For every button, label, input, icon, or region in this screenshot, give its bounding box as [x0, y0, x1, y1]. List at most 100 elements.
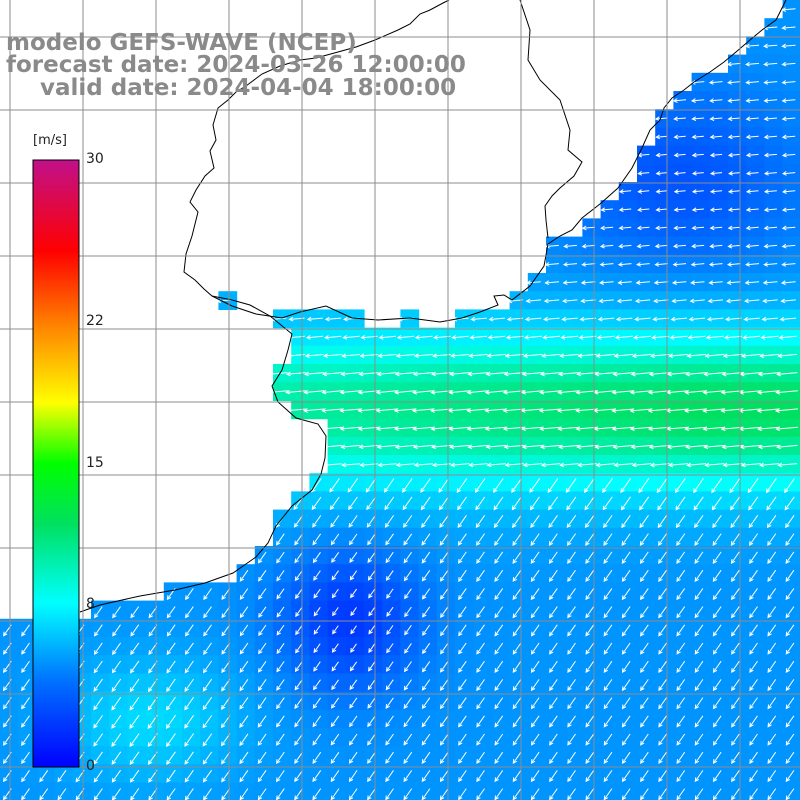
wind-arrow: [422, 624, 431, 636]
wind-arrow: [775, 389, 798, 395]
wind-arrow: [621, 624, 631, 637]
wind-arrow: [689, 298, 705, 304]
wind-arrow: [567, 533, 577, 546]
wind-arrow: [530, 642, 540, 655]
wind-arrow: [704, 353, 725, 359]
wind-arrow: [184, 660, 194, 674]
wind-arrow: [368, 625, 376, 635]
wind-arrow: [458, 733, 467, 746]
wind-arrow: [654, 116, 668, 122]
wind-arrow: [385, 679, 394, 691]
wind-arrow: [743, 316, 760, 322]
wind-arrow: [350, 625, 357, 635]
wind-arrow: [599, 280, 614, 285]
wind-arrow: [611, 408, 635, 413]
wind-arrow: [294, 570, 303, 582]
wind-arrow: [239, 660, 249, 673]
wind-arrow: [485, 371, 507, 377]
wind-arrow: [666, 371, 689, 377]
wind-arrow: [785, 569, 795, 583]
colorbar-tick-15: 15: [86, 454, 104, 471]
wind-arrow: [781, 243, 796, 249]
wind-arrow: [676, 733, 686, 746]
wind-arrow: [112, 642, 122, 656]
wind-arrow: [709, 207, 723, 213]
wind-arrow: [421, 697, 431, 710]
wind-arrow: [530, 606, 540, 619]
wind-arrow: [704, 462, 725, 468]
wind-arrow: [749, 715, 758, 728]
wind-arrow: [762, 280, 778, 286]
wind-arrow: [512, 606, 522, 619]
wind-arrow: [727, 152, 741, 158]
wind-arrow: [781, 116, 796, 122]
wind-arrow: [781, 98, 796, 103]
wind-arrow: [276, 588, 285, 600]
wind-arrow: [730, 606, 740, 619]
wind-arrow: [539, 371, 561, 377]
wind-arrow: [267, 389, 288, 395]
wind-arrow: [476, 588, 485, 601]
wind-arrow: [676, 642, 686, 655]
wind-arrow: [709, 243, 723, 249]
wind-arrow: [530, 679, 540, 692]
wind-arrow: [312, 533, 322, 546]
wind-arrow: [166, 769, 176, 783]
wind-arrow: [130, 769, 140, 783]
wind-arrow: [349, 715, 358, 728]
wind-arrow: [313, 588, 321, 599]
wind-arrow: [530, 588, 540, 601]
wind-arrow: [633, 335, 651, 340]
wind-arrow: [93, 715, 104, 729]
wind-arrow: [403, 679, 412, 691]
wind-arrow: [331, 661, 339, 672]
wind-arrow: [239, 624, 249, 637]
wind-arrow: [567, 697, 576, 710]
wind-arrow: [658, 679, 667, 692]
wind-arrow: [129, 696, 140, 711]
wind-arrow: [276, 643, 285, 655]
wind-arrow: [21, 751, 30, 765]
wind-arrow: [767, 770, 777, 783]
wind-arrow: [712, 751, 722, 764]
wind-arrow: [767, 551, 777, 564]
wind-arrow: [129, 733, 140, 748]
wind-arrow: [520, 426, 543, 432]
wind-arrow: [672, 262, 687, 267]
wind-arrow: [276, 570, 285, 582]
wind-arrow: [567, 733, 576, 746]
wind-arrow: [629, 408, 653, 413]
wind-arrow: [731, 733, 740, 746]
wind-arrow: [386, 625, 394, 635]
wind-arrow: [239, 606, 249, 619]
wind-arrow: [712, 770, 722, 783]
wind-arrow: [763, 80, 778, 85]
wind-arrow: [530, 551, 540, 564]
wind-arrow: [378, 335, 397, 340]
wind-arrow: [725, 316, 742, 322]
wind-arrow: [530, 624, 540, 637]
wind-arrow: [603, 606, 613, 619]
wind-arrow: [258, 642, 267, 655]
wind-arrow: [618, 243, 632, 249]
wind-arrow: [603, 715, 613, 728]
wind-arrow: [774, 408, 799, 413]
wind-arrow: [203, 642, 212, 655]
wind-arrow: [476, 697, 485, 710]
wind-arrow: [323, 353, 342, 359]
wind-arrow: [639, 551, 649, 564]
wind-arrow: [630, 371, 652, 377]
wind-arrow: [639, 624, 649, 637]
wind-arrow: [549, 642, 558, 655]
wind-arrow: [512, 751, 522, 764]
wind-arrow: [691, 243, 705, 249]
wind-arrow: [221, 678, 231, 692]
wind-arrow: [785, 697, 795, 710]
wind-arrow: [548, 515, 558, 529]
wind-arrow: [304, 371, 324, 377]
wind-arrow: [727, 225, 741, 231]
wind-arrow: [781, 170, 796, 176]
wind-arrow: [449, 444, 470, 450]
wind-arrow: [745, 80, 759, 85]
wind-arrow: [658, 642, 667, 655]
